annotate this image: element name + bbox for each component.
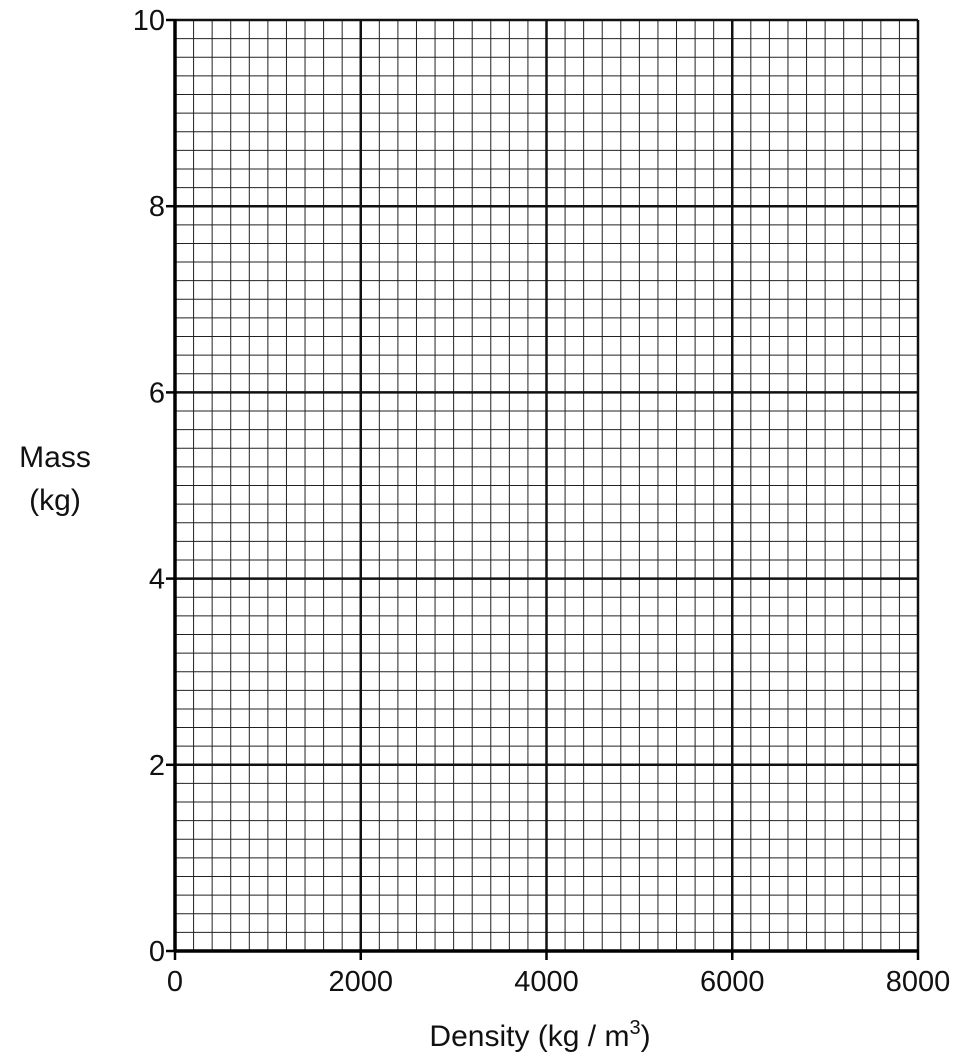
- x-axis-title-superscript: 3: [629, 1017, 640, 1039]
- x-tick-label: 6000: [700, 966, 765, 998]
- x-axis-title-close: ): [641, 1020, 651, 1053]
- y-axis-title-line-2: (kg): [29, 484, 81, 517]
- y-axis-title-line-1: Mass: [19, 441, 91, 474]
- y-tick-label: 8: [149, 191, 165, 223]
- x-tick-label: 0: [167, 966, 183, 998]
- x-tick-label: 4000: [514, 966, 579, 998]
- y-tick-label: 6: [149, 377, 165, 409]
- y-tick-label: 10: [133, 5, 165, 37]
- tick-marks: [166, 18, 920, 960]
- x-axis-title: Density (kg / m3): [429, 1017, 650, 1053]
- x-tick-label: 2000: [328, 966, 393, 998]
- y-tick-label: 2: [149, 750, 165, 782]
- y-tick-label: 4: [149, 564, 165, 596]
- x-axis-title-text: Density (kg / m: [429, 1020, 629, 1053]
- y-tick-label: 0: [149, 936, 165, 968]
- x-tick-label: 8000: [886, 966, 951, 998]
- tick-labels: 0 2000 4000 6000 8000 0 2 4 6 8 10: [133, 5, 951, 998]
- major-grid: [175, 18, 920, 951]
